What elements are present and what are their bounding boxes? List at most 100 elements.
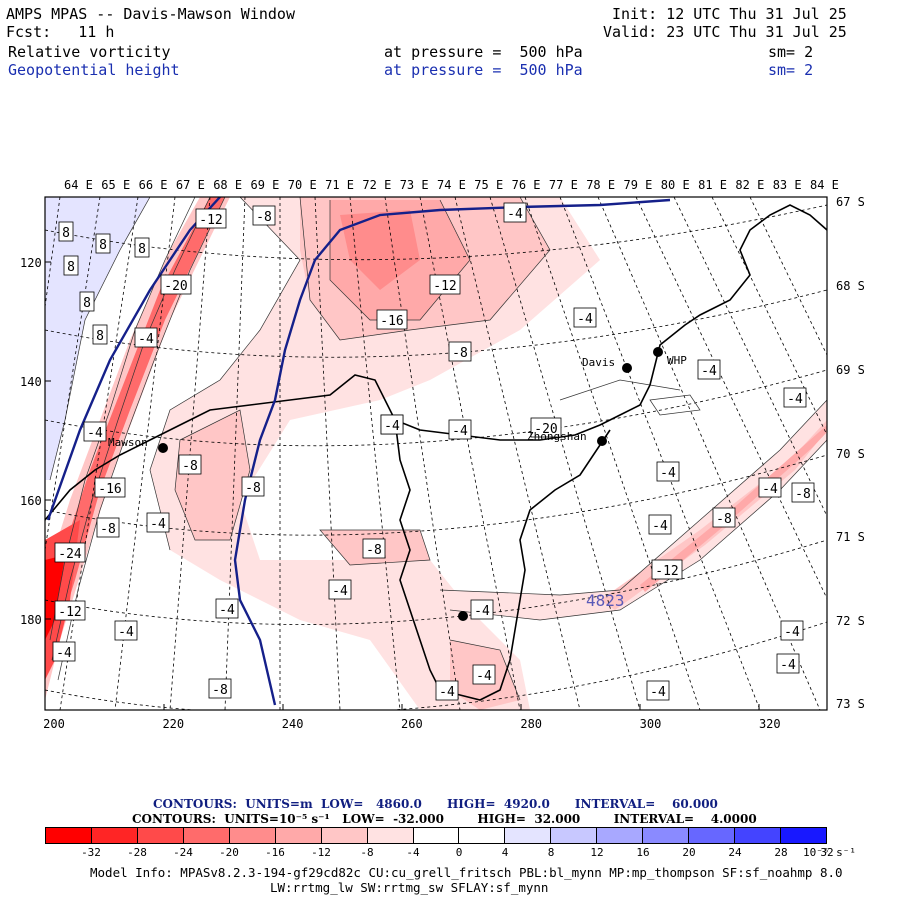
station-markers: [158, 347, 663, 621]
contour-label: -8: [366, 543, 382, 558]
contour-label: -12: [433, 279, 456, 294]
colorbar-tick-label: -4: [406, 846, 420, 859]
contour-label-box: [791, 482, 815, 503]
colorbar-tick-label: 20: [682, 846, 696, 859]
contour-label-box: [376, 309, 408, 330]
contour-label: -4: [787, 392, 803, 407]
colorbar: [45, 827, 827, 844]
contour-label-box: [780, 620, 804, 641]
longitude-label: 75 E: [474, 178, 503, 192]
contour-label-box: [362, 538, 386, 559]
station-label-davis: Davis: [582, 356, 615, 369]
contour-label: -8: [795, 487, 811, 502]
longitude-label: 79 E: [624, 178, 653, 192]
contour-label: -4: [701, 364, 717, 379]
station-davis-marker: [622, 363, 632, 373]
longitude-label: 70 E: [288, 178, 317, 192]
contour-label-box: [783, 387, 807, 408]
longitude-label: 84 E: [810, 178, 839, 192]
colorbar-tick-label: -20: [219, 846, 239, 859]
contour-label-box: [712, 507, 736, 528]
colorbar-tick-label: -28: [127, 846, 147, 859]
contour-label-box: [94, 477, 126, 498]
longitude-label: 82 E: [735, 178, 764, 192]
colorbar-swatch: [91, 828, 138, 843]
contour-label-box: [573, 307, 597, 328]
contour-label-box: [697, 359, 721, 380]
colorbar-tick-label: 16: [636, 846, 650, 859]
latitude-label: 70 S: [836, 447, 865, 461]
y-tick-label: 180: [20, 613, 42, 627]
map-frame: [44, 196, 828, 711]
contour-label: -4: [660, 466, 676, 481]
contour-label-box: [79, 291, 95, 312]
colorbar-swatch: [735, 828, 781, 843]
colorbar-tick-label: 4: [501, 846, 509, 859]
field1-level: at pressure = 500 hPa: [384, 43, 583, 61]
contour-label-box: [134, 327, 158, 348]
contour-label: -20: [534, 422, 557, 437]
colorbar-tick-label: -16: [265, 846, 285, 859]
station-zhongshan-marker: [597, 436, 607, 446]
colorbar-swatch: [46, 828, 92, 843]
contour-label: -8: [182, 459, 198, 474]
longitude-label: 77 E: [549, 178, 578, 192]
contour-label-box: [96, 517, 120, 538]
colorbar-swatch: [781, 828, 826, 843]
colorbar-swatch: [643, 828, 690, 843]
colorbar-tick-label: 8: [547, 846, 555, 859]
colorbar-swatch: [183, 828, 230, 843]
x-tick-label: 280: [520, 717, 542, 731]
colorbar-swatch: [551, 828, 598, 843]
colorbar-tick-label: 0: [455, 846, 463, 859]
longitude-label: 64 E: [64, 178, 93, 192]
longitude-label: 71 E: [325, 178, 354, 192]
colorbar-swatch: [689, 828, 736, 843]
axis-ticks: [44, 261, 760, 710]
axis-labels: 64 E 65 E 66 E 67 E 68 E 69 E 70 E 71 E 72 E 73 E…: [20, 178, 865, 731]
colorbar-swatch: [229, 828, 276, 843]
x-tick-label: 240: [282, 717, 304, 731]
contour-label-box: [241, 476, 265, 497]
contour-label-box: [328, 579, 352, 600]
colorbar-swatch: [275, 828, 322, 843]
contour-label: -4: [118, 625, 134, 640]
x-tick-label: 320: [759, 717, 781, 731]
contour-label: -8: [716, 512, 732, 527]
geopotential-height-contours: [46, 197, 671, 706]
contour-label: -8: [452, 346, 468, 361]
contour-label: -12: [655, 564, 678, 579]
contour-label-box: [656, 461, 680, 482]
contour-label: -4: [652, 519, 668, 534]
x-tick-label: 300: [640, 717, 662, 731]
longitude-label: 68 E: [213, 178, 242, 192]
colorbar-swatch: [597, 828, 644, 843]
valid-time: Valid: 23 UTC Thu 31 Jul 25: [603, 23, 847, 41]
longitude-label: 69 E: [251, 178, 280, 192]
contour-label: -4: [87, 426, 103, 441]
contour-label: -8: [212, 683, 228, 698]
contour-label: -4: [384, 419, 400, 434]
latitude-label: 68 S: [836, 279, 865, 293]
longitude-label: 78 E: [586, 178, 615, 192]
contour-label: -16: [380, 314, 403, 329]
field2-level: at pressure = 500 hPa: [384, 61, 583, 79]
colorbar-swatch: [137, 828, 184, 843]
contour-label-box: [52, 641, 76, 662]
colorbar-tick-label: -32: [81, 846, 101, 859]
colorbar-tick-label: 12: [590, 846, 604, 859]
colorbar-swatch: [413, 828, 460, 843]
longitude-label: 74 E: [437, 178, 466, 192]
contour-label: -4: [439, 685, 455, 700]
contour-label-box: [208, 678, 232, 699]
contour-label-box: [648, 514, 672, 535]
longitude-label: 65 E: [101, 178, 130, 192]
contour-label: -4: [476, 669, 492, 684]
contour-label-box: [530, 417, 562, 438]
contour-label: -4: [56, 646, 72, 661]
contour-label-box: [54, 542, 86, 563]
station-label-zhongshan: Zhongshan: [527, 430, 587, 443]
contour-label: -8: [100, 522, 116, 537]
contour-label-box: [63, 255, 79, 276]
